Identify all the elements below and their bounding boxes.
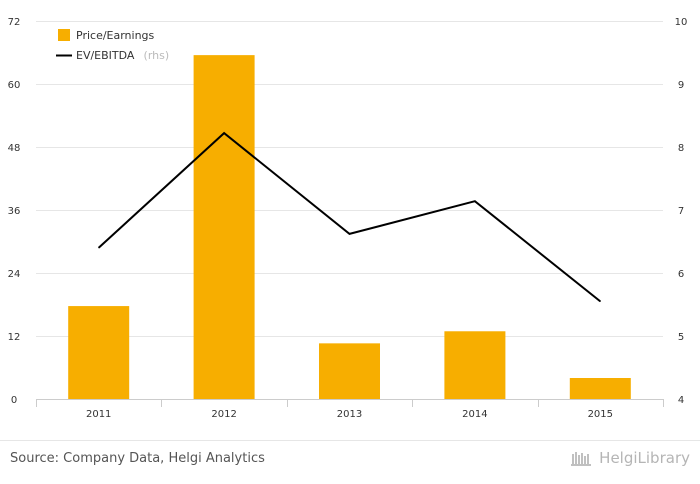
bar (444, 331, 506, 399)
line-point (98, 247, 100, 249)
x-tick-label: 2013 (337, 409, 362, 420)
line-point (474, 200, 476, 202)
brand-logo: HelgiLibrary (571, 449, 690, 467)
bar (319, 343, 380, 399)
chart-area: 2011 2012 2013 2014 2015 0 12 24 36 48 60 72 4 5 6 7 8… (8, 17, 688, 420)
line-series (98, 131, 601, 303)
library-icon (571, 452, 592, 466)
gridlines (36, 21, 663, 337)
x-axis: 2011 2012 2013 2014 2015 (36, 399, 664, 420)
right-tick-label: 8 (678, 143, 684, 154)
bar-series (68, 55, 631, 399)
bar (68, 306, 130, 399)
legend-bar-swatch (58, 29, 70, 41)
right-tick-label: 10 (675, 17, 688, 28)
left-tick-label: 72 (8, 17, 21, 28)
brand-text: HelgiLibrary (599, 449, 690, 467)
legend-line-sub: (rhs) (144, 49, 170, 62)
left-axis: 0 12 24 36 48 60 72 (8, 17, 21, 406)
left-tick-label: 48 (8, 143, 21, 154)
right-tick-label: 6 (678, 269, 684, 280)
legend-line-label: EV/EBITDA (76, 49, 135, 62)
left-tick-label: 60 (8, 80, 21, 91)
right-axis: 4 5 6 7 8 9 10 (675, 17, 688, 406)
right-tick-label: 7 (678, 206, 684, 217)
bar (569, 378, 631, 399)
line-point (349, 233, 350, 235)
left-tick-label: 12 (8, 332, 21, 343)
right-tick-label: 4 (678, 395, 684, 406)
combo-chart: 2011 2012 2013 2014 2015 0 12 24 36 48 60 72 4 5 6 7 8… (8, 17, 688, 420)
bar (193, 55, 255, 399)
legend-line-text: EV/EBITDA (rhs) (76, 44, 169, 63)
x-tick-label: 2014 (462, 409, 487, 420)
x-tick-label: 2011 (86, 409, 111, 420)
right-tick-label: 5 (678, 332, 684, 343)
footer: Source: Company Data, Helgi Analytics He… (0, 440, 700, 484)
line-point (223, 132, 225, 134)
line-point (599, 300, 601, 302)
left-tick-label: 0 (11, 395, 17, 406)
legend: Price/Earnings EV/EBITDA (rhs) (56, 29, 169, 63)
source-note: Source: Company Data, Helgi Analytics (10, 451, 265, 466)
legend-bar-label: Price/Earnings (76, 29, 155, 42)
x-tick-label: 2012 (211, 409, 236, 420)
ev-ebitda-line (98, 131, 601, 303)
left-tick-label: 36 (8, 206, 21, 217)
x-tick-label: 2015 (588, 409, 613, 420)
right-tick-label: 9 (678, 80, 684, 91)
left-tick-label: 24 (8, 269, 21, 280)
